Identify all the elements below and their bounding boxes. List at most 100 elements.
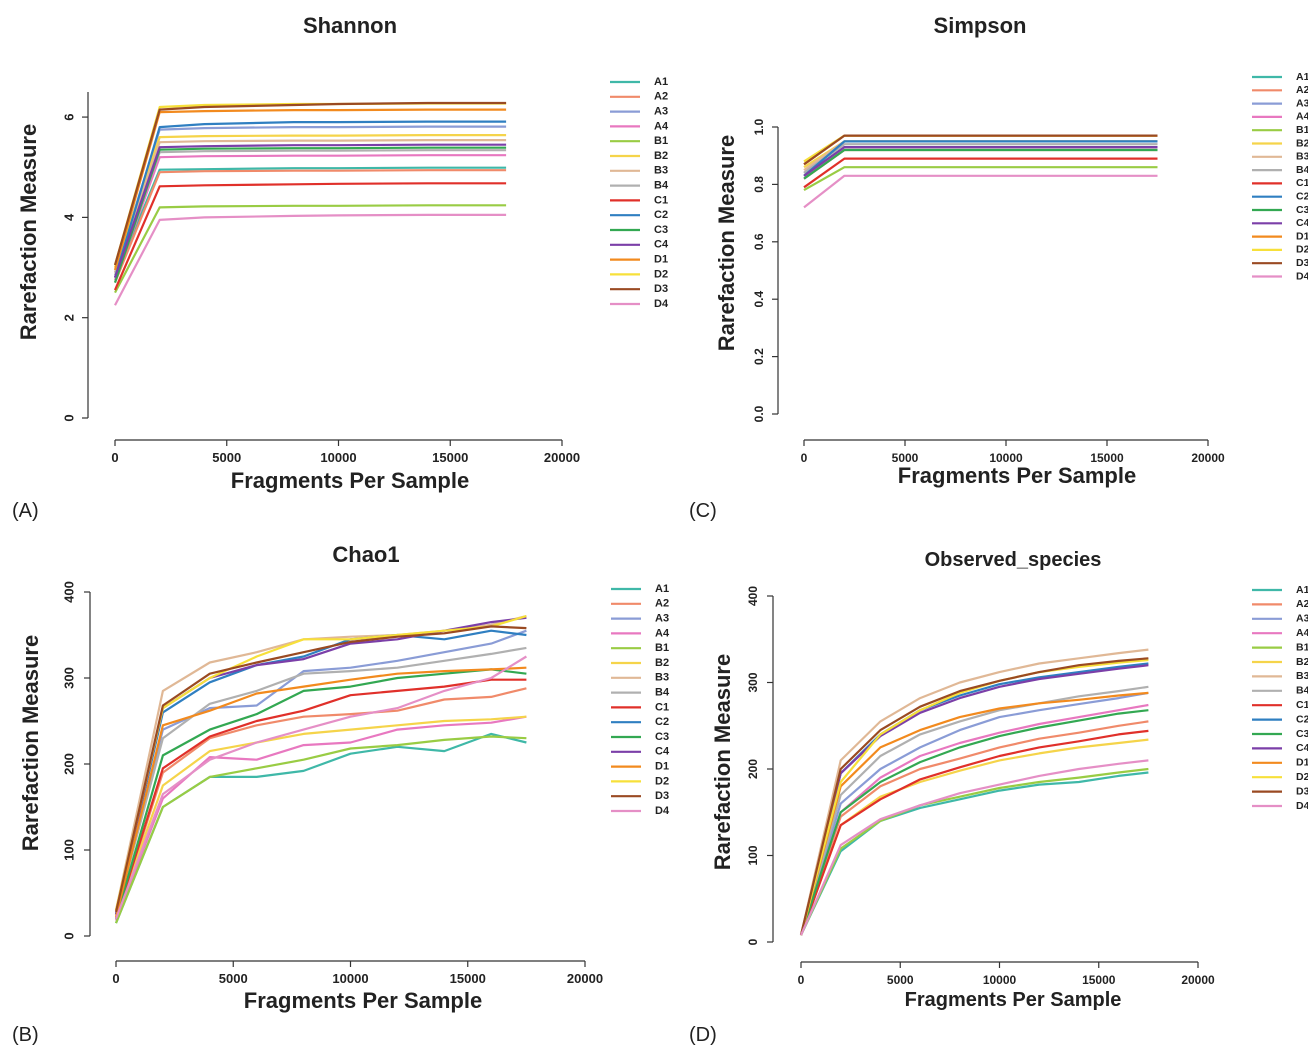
y-tick-label: 0.4 [752,291,766,308]
x-tick-label: 10000 [989,451,1023,465]
legend-label: A3 [1296,613,1308,625]
legend-label: D3 [1296,785,1308,797]
y-tick-label: 0 [61,414,76,421]
legend-label: B1 [655,642,669,654]
series-line-a1 [113,166,507,279]
legend-label: A3 [654,106,668,118]
series-line-d3 [113,101,507,266]
legend-label: C2 [1296,713,1308,725]
series-line-c4 [113,143,507,278]
legend-label: D1 [655,761,669,773]
series-line-d1 [113,108,507,271]
x-tick-label: 5000 [887,973,914,987]
legend-label: B2 [655,657,669,669]
legend-label: B3 [655,672,669,684]
legend-label: C1 [655,701,669,713]
legend-label: C1 [654,194,668,206]
y-tick-label: 0.0 [752,405,766,422]
series-line-a3 [799,691,1149,936]
panel-label: (B) [12,1024,39,1046]
x-tick-label: 20000 [1181,973,1215,987]
y-tick-label: 200 [61,753,76,775]
chart-title: Shannon [303,13,397,38]
x-tick-label: 0 [111,450,118,465]
legend-label: A1 [655,583,669,595]
legend-label: D1 [654,254,668,266]
legend-label: A4 [1296,627,1308,639]
legend-label: A4 [654,120,669,132]
legend-label: A1 [654,76,668,88]
chart-title: Simpson [934,13,1027,38]
series-line-b2 [113,134,507,268]
legend-label: B3 [654,165,668,177]
series-line-a4 [803,146,1158,180]
series-line-d3 [803,134,1158,166]
legend-label: A2 [655,598,669,610]
y-tick-label: 2 [61,314,76,321]
legend-label: D4 [1296,270,1308,282]
series-line-c4 [114,616,527,915]
x-tick-label: 20000 [544,450,580,465]
legend-label: A1 [1296,71,1308,83]
y-tick-label: 300 [746,672,760,692]
series-line-c4 [799,664,1149,936]
y-axis-label: Rarefaction Measure [710,654,735,870]
series-line-c1 [114,678,527,920]
series-line-b1 [800,767,1149,936]
legend-label: B1 [1296,641,1308,653]
series-line-d4 [803,174,1158,209]
chart-panel-3: Chao1 0 100 200 300 400 0 5000 10000 15000 20000 Fr… [12,542,670,1046]
series-line-d3 [799,657,1149,936]
series-line-c3 [799,709,1149,936]
x-tick-label: 15000 [1090,451,1124,465]
legend-label: B1 [1296,124,1308,136]
legend-label: C2 [655,716,669,728]
y-tick-label: 1.0 [752,118,766,135]
series-line-b3 [803,140,1158,171]
series-line-b1 [114,204,507,294]
x-tick-label: 5000 [219,971,248,986]
series-line-c3 [114,668,527,920]
y-axis-label: Rarefaction Measure [18,635,43,851]
legend-label: A2 [1296,598,1308,610]
y-tick-label: 400 [61,581,76,603]
legend-label: B3 [1296,670,1308,682]
legend-label: D1 [1296,230,1308,242]
x-tick-label: 5000 [212,450,241,465]
series-line-d3 [114,625,527,913]
series-line-c2 [113,120,507,278]
legend-label: C2 [654,209,668,221]
series-line-c3 [803,148,1158,180]
legend-label: D3 [654,283,668,295]
legend-label: D2 [655,775,669,787]
series-line-b2 [114,715,527,918]
y-tick-label: 0 [746,938,760,945]
legend-label: A2 [654,91,668,103]
x-tick-label: 0 [798,973,805,987]
series-line-a2 [803,148,1158,180]
series-line-d4 [114,213,507,306]
y-tick-label: 4 [61,213,76,221]
series-line-a2 [113,169,507,284]
legend-label: C2 [1296,190,1308,202]
legend-label: B4 [1296,685,1308,697]
series-line-a4 [113,154,507,281]
y-tick-label: 300 [61,667,76,689]
y-tick-label: 0.8 [752,176,766,193]
y-tick-label: 0.2 [752,348,766,365]
legend-label: B4 [1296,164,1308,176]
chart-title: Chao1 [332,542,399,567]
legend-label: D4 [1296,800,1308,812]
legend-label: D3 [655,790,669,802]
y-tick-label: 0 [61,932,76,939]
x-tick-label: 10000 [320,450,356,465]
y-tick-label: 200 [746,759,760,779]
series-line-a2 [114,687,527,920]
legend-label: D4 [654,298,669,310]
series-line-a1 [803,146,1158,177]
x-tick-label: 15000 [450,971,486,986]
x-tick-label: 20000 [567,971,603,986]
series-line-d4 [114,655,527,920]
